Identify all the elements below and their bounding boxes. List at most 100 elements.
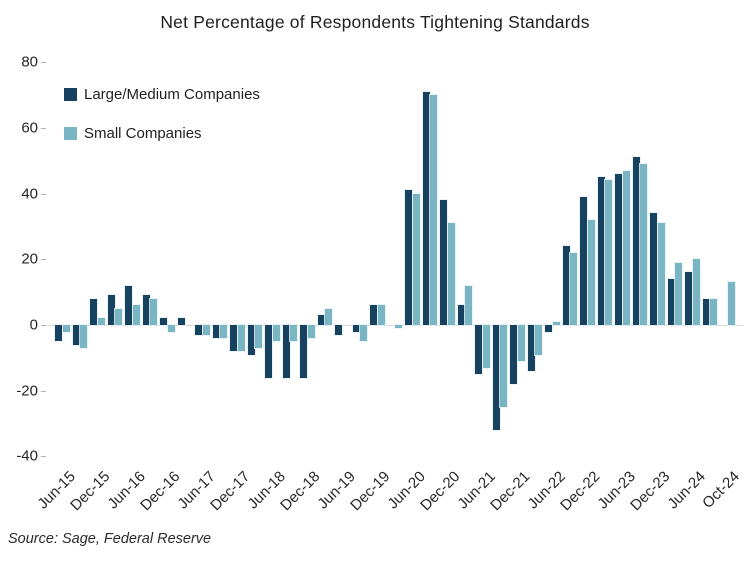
y-axis-tick-label: 60: [21, 119, 38, 137]
bar-small: [97, 318, 105, 325]
bar-small: [447, 223, 455, 325]
x-axis-tick-label: Oct-24: [699, 468, 744, 512]
bar-large-medium: [580, 196, 588, 325]
source-note: Source: Sage, Federal Reserve: [8, 531, 212, 547]
bar-small: [430, 95, 438, 325]
bar-small: [377, 305, 385, 325]
bar-small: [675, 262, 683, 325]
large-medium-swatch-icon: [64, 88, 77, 101]
legend-label-small: Small Companies: [84, 125, 202, 142]
bar-large-medium: [405, 190, 413, 325]
bar-large-medium: [650, 213, 658, 325]
bar-large-medium: [230, 325, 238, 352]
chart-title: Net Percentage of Respondents Tightening…: [160, 12, 590, 32]
bar-large-medium: [142, 295, 150, 325]
bar-small: [605, 180, 613, 325]
small-swatch-icon: [64, 127, 77, 140]
bar-large-medium: [212, 325, 220, 339]
bar-large-medium: [265, 325, 273, 378]
bar-large-medium: [195, 325, 203, 335]
bar-small: [255, 325, 263, 348]
bar-large-medium: [685, 272, 693, 325]
x-axis-tick-label: Jun-24: [664, 468, 709, 513]
bar-small: [237, 325, 245, 352]
legend-label-large-medium: Large/Medium Companies: [84, 86, 260, 103]
bar-small: [517, 325, 525, 362]
bar-large-medium: [667, 279, 675, 325]
bar-small: [552, 321, 560, 325]
bar-small: [167, 325, 175, 332]
bar-large-medium: [370, 305, 378, 325]
y-axis-tick-mark: [41, 259, 46, 261]
bar-small: [307, 325, 315, 339]
bar-large-medium: [440, 200, 448, 325]
bar-large-medium: [107, 295, 115, 325]
y-axis-tick-label: -40: [16, 447, 38, 465]
bar-small: [465, 285, 473, 325]
y-axis-tick-mark: [41, 127, 46, 129]
bar-small: [535, 325, 543, 355]
bar-large-medium: [300, 325, 308, 378]
y-axis-tick-label: -20: [16, 382, 38, 400]
bar-large-medium: [702, 298, 710, 325]
bar-small: [482, 325, 490, 368]
y-axis-tick-mark: [41, 193, 46, 195]
bar-small: [710, 298, 718, 325]
bar-small: [395, 325, 403, 329]
bar-large-medium: [317, 315, 325, 325]
bar-small: [360, 325, 368, 342]
bar-large-medium: [352, 325, 360, 332]
legend-item-small: Small Companies: [64, 125, 260, 142]
y-axis-tick-mark: [41, 456, 46, 458]
y-axis-tick-label: 0: [29, 316, 38, 334]
y-axis-tick-label: 20: [21, 250, 38, 268]
bar-large-medium: [282, 325, 290, 378]
bar-small: [657, 223, 665, 325]
bar-small: [692, 259, 700, 325]
bar-large-medium: [597, 177, 605, 325]
bar-small: [500, 325, 508, 408]
bar-large-medium: [562, 246, 570, 325]
bar-small: [80, 325, 88, 348]
zero-gridline: [47, 324, 743, 326]
bar-small: [727, 282, 735, 325]
bar-large-medium: [422, 91, 430, 325]
bar-small: [62, 325, 70, 332]
bar-small: [220, 325, 228, 339]
bar-small: [325, 308, 333, 325]
bar-large-medium: [510, 325, 518, 385]
bar-small: [640, 164, 648, 325]
bar-large-medium: [247, 325, 255, 355]
bar-large-medium: [72, 325, 80, 345]
bar-large-medium: [160, 318, 168, 325]
bar-small: [272, 325, 280, 342]
bar-large-medium: [125, 285, 133, 325]
bar-small: [290, 325, 298, 342]
bar-large-medium: [55, 325, 63, 342]
bar-large-medium: [615, 173, 623, 325]
bar-small: [412, 193, 420, 325]
bar-large-medium: [545, 325, 553, 332]
bar-large-medium: [335, 325, 343, 335]
y-axis-tick-mark: [41, 325, 46, 326]
bar-large-medium: [492, 325, 500, 431]
bar-large-medium: [475, 325, 483, 375]
bar-small: [150, 298, 158, 325]
y-axis-tick-mark: [41, 62, 46, 64]
bar-small: [202, 325, 210, 335]
bar-small: [132, 305, 140, 325]
bar-small: [587, 219, 595, 325]
bar-large-medium: [457, 305, 465, 325]
y-axis-tick-label: 40: [21, 185, 38, 203]
y-axis-tick-label: 80: [21, 53, 38, 71]
bar-small: [570, 252, 578, 325]
bar-large-medium: [527, 325, 535, 371]
bar-large-medium: [177, 318, 185, 325]
y-axis-tick-mark: [41, 390, 46, 392]
bar-large-medium: [90, 298, 98, 325]
bar-small: [622, 170, 630, 325]
bar-small: [115, 308, 123, 325]
bar-large-medium: [632, 157, 640, 325]
